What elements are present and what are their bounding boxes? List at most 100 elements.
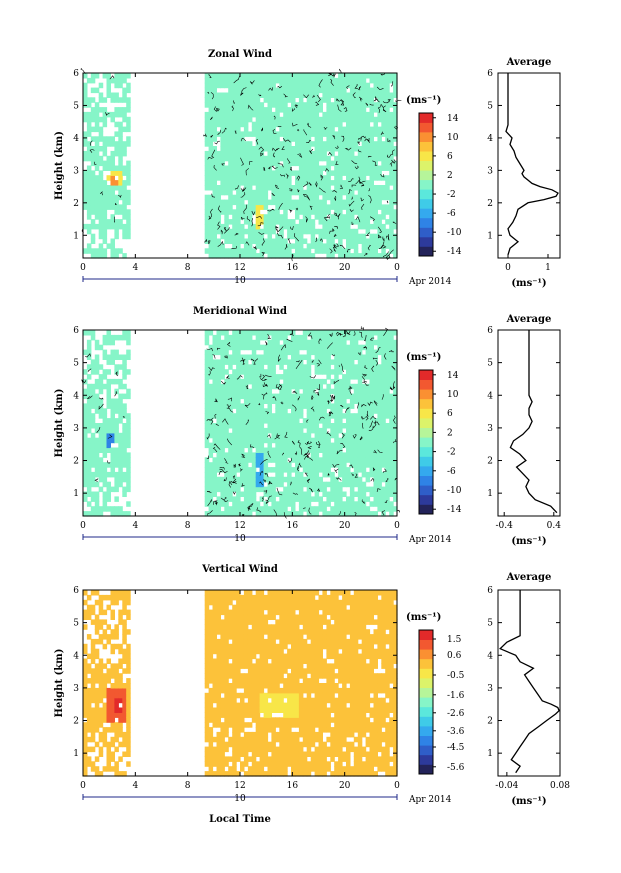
heatmap-cell <box>357 408 363 414</box>
heatmap-cell <box>118 398 123 404</box>
heatmap-cell <box>204 219 210 225</box>
heatmap-cell <box>204 233 210 240</box>
contour-segment <box>247 506 251 511</box>
heatmap-cell <box>393 150 398 157</box>
heatmap-cell <box>263 452 269 458</box>
heatmap-cell <box>247 165 253 171</box>
heatmap-cell <box>291 136 296 142</box>
heatmap-cell <box>94 403 100 409</box>
heatmap-cell <box>114 423 119 429</box>
heatmap-cell <box>349 339 355 346</box>
heatmap-cell <box>236 180 241 186</box>
heatmap-cell <box>255 334 261 341</box>
heatmap-cell <box>334 364 339 370</box>
heatmap-cell <box>346 432 351 439</box>
heatmap-cell <box>240 165 245 171</box>
heatmap-cell <box>126 102 131 108</box>
heatmap-cell <box>334 486 339 493</box>
heatmap-cell <box>287 486 292 493</box>
heatmap-cell <box>232 378 237 385</box>
heatmap-cell <box>342 219 347 225</box>
heatmap-cell <box>279 150 284 157</box>
heatmap-cell <box>110 243 115 249</box>
heatmap-cell <box>267 77 272 84</box>
contour-segment <box>382 107 387 113</box>
heatmap-cell <box>232 457 237 463</box>
heatmap-cell <box>295 116 300 123</box>
heatmap-cell <box>228 511 233 517</box>
heatmap-cell <box>212 131 217 137</box>
heatmap-cell <box>279 175 284 181</box>
heatmap-cell <box>287 175 292 181</box>
contour-segment <box>231 245 237 250</box>
heatmap-cell <box>232 97 237 103</box>
heatmap-cell <box>330 349 335 356</box>
colorbar-unit: (ms⁻¹) <box>406 95 441 106</box>
contour-segment <box>286 158 291 164</box>
heatmap-cell <box>243 330 249 336</box>
heatmap-cell <box>302 223 308 230</box>
heatmap-cell <box>385 452 390 458</box>
contour-segment <box>303 181 309 188</box>
heatmap-cell <box>346 233 351 240</box>
heatmap-cell <box>236 467 241 473</box>
contour-segment <box>307 457 313 461</box>
heatmap-cell <box>365 97 371 103</box>
heatmap-cell <box>114 462 119 468</box>
heatmap-cell <box>267 121 272 128</box>
heatmap-cell <box>83 741 88 748</box>
heatmap-cell <box>102 141 108 147</box>
heatmap-cell <box>118 432 123 439</box>
heatmap-cell <box>232 82 237 89</box>
heatmap-cell <box>353 116 359 123</box>
heatmap-cell <box>353 369 359 375</box>
heatmap-cell <box>326 388 331 395</box>
y-tick-label: 6 <box>73 69 79 79</box>
heatmap-cell <box>373 481 378 488</box>
heatmap-cell <box>393 87 398 94</box>
heatmap-cell <box>224 432 229 439</box>
heatmap-cell <box>346 393 351 400</box>
heatmap-cell <box>83 349 88 356</box>
heatmap-cell <box>338 185 343 191</box>
heatmap-cell <box>126 653 131 660</box>
heatmap-cell <box>389 97 394 103</box>
heatmap-cell <box>126 457 131 463</box>
heatmap-cell <box>353 102 359 108</box>
colorbar-swatch <box>419 160 433 171</box>
heatmap-cell <box>310 383 316 390</box>
heatmap-cell <box>86 77 92 84</box>
heatmap-cell <box>349 199 355 206</box>
contour-segment <box>239 468 243 472</box>
heatmap-cell <box>247 228 253 235</box>
contour-segment <box>307 332 313 339</box>
contour-segment <box>234 232 239 236</box>
heatmap-cell <box>353 349 359 356</box>
heatmap-cell <box>326 136 331 142</box>
heatmap-cell <box>83 447 88 453</box>
heatmap-cell <box>267 496 272 502</box>
heatmap-cell <box>212 369 217 375</box>
heatmap-cell <box>90 481 96 488</box>
heatmap-cell <box>342 136 347 142</box>
heatmap-cell <box>295 359 300 365</box>
contour-segment <box>241 514 245 517</box>
heatmap-cell <box>330 214 335 220</box>
heatmap-cell <box>377 427 382 434</box>
heatmap-cell <box>208 82 214 89</box>
heatmap-cell <box>220 121 225 128</box>
heatmap-cell <box>377 136 382 142</box>
heatmap-cell <box>267 141 272 147</box>
heatmap-cell <box>322 111 327 118</box>
heatmap-cell <box>90 175 96 181</box>
heatmap-cell <box>247 107 253 113</box>
heatmap-cell <box>208 87 214 94</box>
heatmap-cell <box>106 707 111 713</box>
contour-segment <box>268 87 274 92</box>
heatmap-cell <box>357 92 363 98</box>
heatmap-cell <box>236 228 241 235</box>
heatmap-cell <box>353 233 359 240</box>
heatmap-cell <box>302 378 308 385</box>
heatmap-cell <box>342 501 347 507</box>
heatmap-cell <box>110 486 115 493</box>
